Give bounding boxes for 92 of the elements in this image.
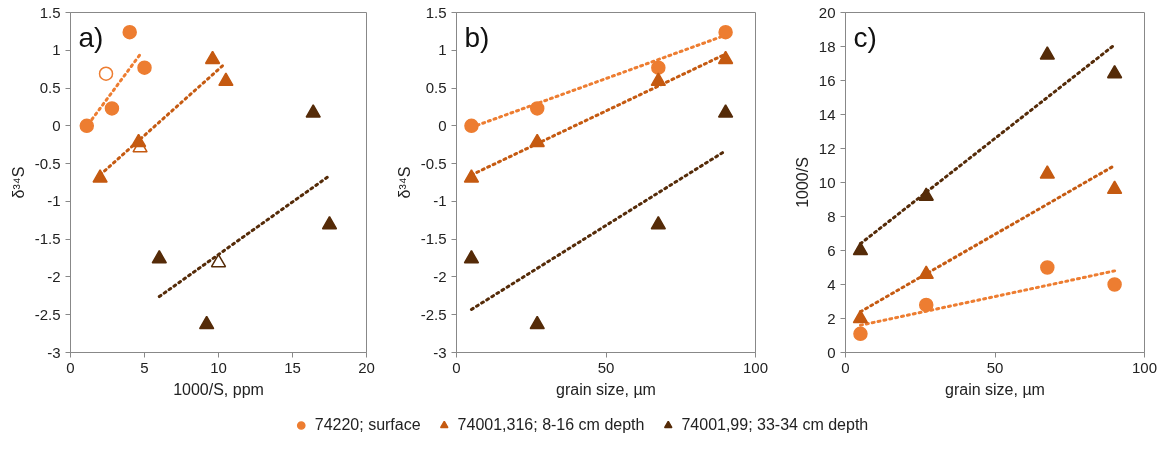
y-tick-label: 0 <box>827 343 836 361</box>
point <box>650 72 667 87</box>
point <box>463 249 480 264</box>
point <box>210 253 227 268</box>
annotation: a) <box>78 21 104 53</box>
y-tick-label: -2 <box>47 267 61 285</box>
y-tick-label: -1 <box>433 192 447 210</box>
legend-label: 74220; surface <box>314 416 421 434</box>
y-tick-label: 20 <box>818 3 836 21</box>
annotation: b) <box>464 21 490 53</box>
y-tick-label: 6 <box>827 241 836 259</box>
x-tick-label: 15 <box>284 358 301 376</box>
point <box>151 249 168 264</box>
point <box>717 104 734 118</box>
y-tick-label: 0.5 <box>425 79 447 97</box>
point <box>529 101 545 116</box>
y-tick-label: 0 <box>438 116 447 134</box>
y-tick-label: 10 <box>818 173 836 191</box>
point <box>650 215 667 230</box>
y-axis-title: δ³⁴S <box>9 166 27 199</box>
y-tick-label: 1 <box>52 41 61 59</box>
point <box>852 309 869 324</box>
point <box>1107 277 1122 292</box>
point <box>853 326 868 342</box>
x-tick-label: 0 <box>841 358 850 376</box>
point <box>305 104 321 118</box>
point <box>463 169 480 183</box>
y-tick-label: 0 <box>52 116 61 134</box>
y-tick-label: -3 <box>47 343 61 361</box>
y-tick-label: -3 <box>433 343 447 361</box>
y-tick-label: -2.5 <box>34 305 61 323</box>
x-tick-label: 100 <box>742 358 769 376</box>
point <box>104 101 120 116</box>
x-tick-label: 10 <box>210 358 227 376</box>
point <box>1040 260 1055 275</box>
point <box>204 50 221 65</box>
point <box>1039 46 1056 60</box>
x-tick-label: 100 <box>1131 358 1158 376</box>
y-tick-label: 2 <box>827 309 836 327</box>
y-tick-label: 4 <box>827 275 836 293</box>
y-tick-label: -0.5 <box>420 154 447 172</box>
point <box>1039 165 1056 179</box>
y-tick-label: -0.5 <box>34 154 61 172</box>
y-tick-label: 18 <box>818 37 836 55</box>
point <box>137 60 152 75</box>
point <box>918 265 934 280</box>
x-axis-title: grain size, µm <box>556 380 656 398</box>
point <box>651 60 666 75</box>
x-tick-label: 5 <box>140 358 149 376</box>
point <box>717 50 734 65</box>
x-tick-label: 0 <box>66 358 75 376</box>
annotation: c) <box>853 21 877 53</box>
point <box>92 169 108 183</box>
point <box>718 24 733 40</box>
y-tick-label: 0.5 <box>39 79 61 97</box>
x-tick-label: 0 <box>452 358 461 376</box>
point <box>918 297 934 313</box>
y-axis-title: δ³⁴S <box>395 166 413 199</box>
y-axis-title: 1000/S <box>793 157 811 208</box>
point <box>1106 180 1123 195</box>
point <box>918 187 934 201</box>
legend-label: 74001,316; 8-16 cm depth <box>457 416 645 434</box>
y-tick-label: 1.5 <box>425 3 447 21</box>
x-tick-label: 50 <box>986 358 1004 376</box>
point <box>198 315 215 330</box>
point <box>1106 64 1123 79</box>
y-tick-label: -1.5 <box>420 230 447 248</box>
point <box>79 118 95 134</box>
point <box>98 66 114 81</box>
y-tick-label: 1 <box>438 41 447 59</box>
point <box>529 315 545 330</box>
y-tick-label: 16 <box>818 71 836 89</box>
point <box>852 241 869 256</box>
y-tick-label: -2 <box>433 267 447 285</box>
point <box>529 133 545 148</box>
point <box>321 215 338 230</box>
y-tick-label: -2.5 <box>420 305 447 323</box>
y-tick-label: -1.5 <box>34 230 61 248</box>
point <box>130 133 147 148</box>
point <box>218 72 234 87</box>
y-tick-label: 14 <box>818 105 836 123</box>
x-axis-title: 1000/S, ppm <box>173 380 264 398</box>
x-tick-label: 50 <box>597 358 615 376</box>
y-tick-label: 12 <box>818 139 836 157</box>
x-tick-label: 20 <box>358 358 375 376</box>
y-tick-label: -1 <box>47 192 61 210</box>
point <box>122 24 137 40</box>
y-tick-label: 8 <box>827 207 836 225</box>
y-tick-label: 1.5 <box>39 3 61 21</box>
x-axis-title: grain size, µm <box>945 380 1045 398</box>
point <box>464 118 479 134</box>
legend-label: 74001,99; 33-34 cm depth <box>681 416 869 434</box>
